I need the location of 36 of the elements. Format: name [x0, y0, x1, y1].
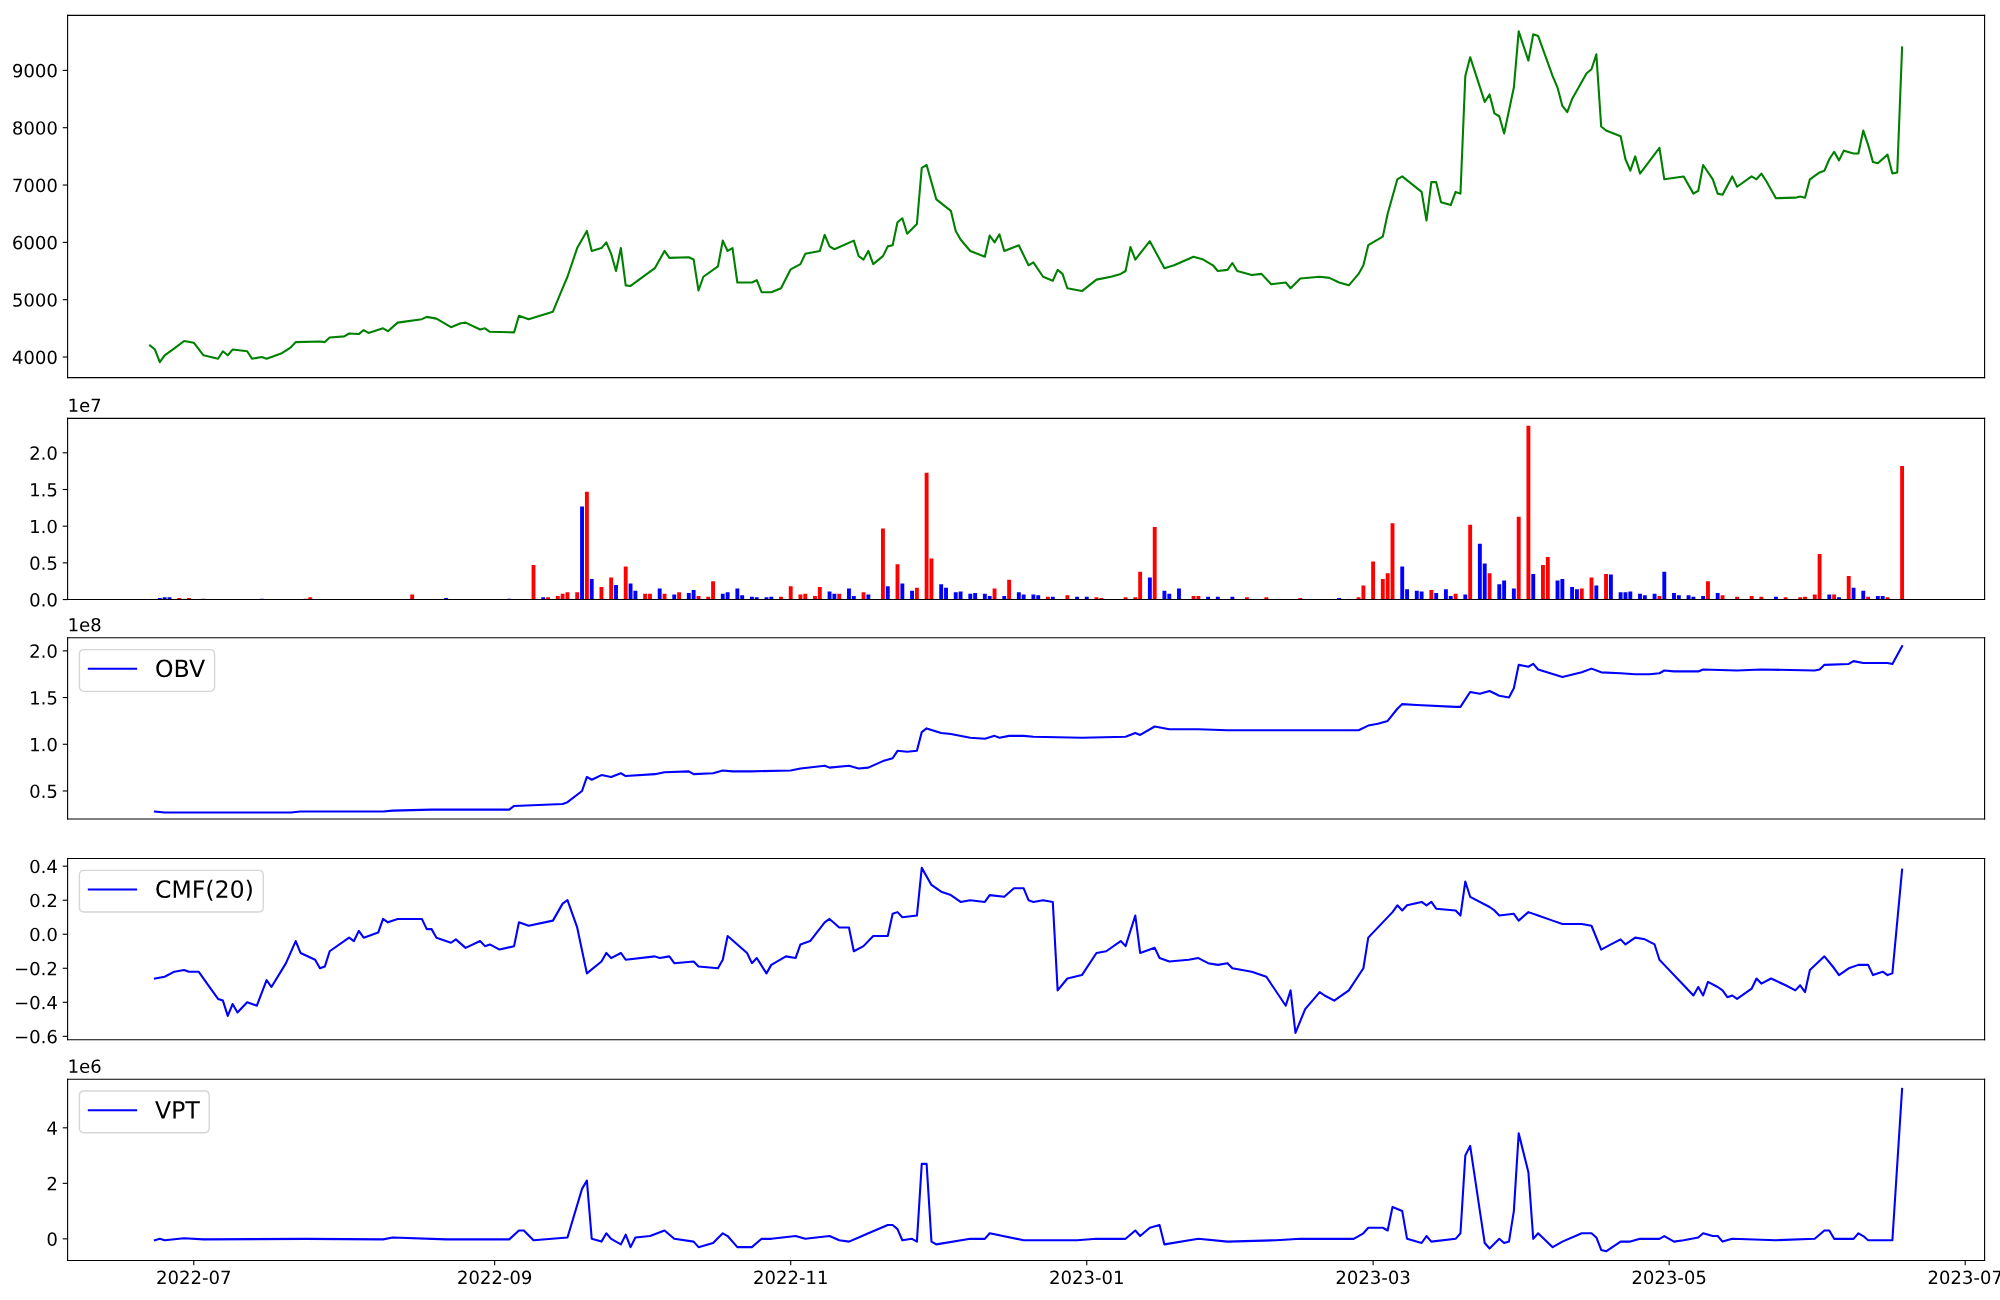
text: 1e8	[69, 617, 101, 632]
y-tick-label: 1.0	[31, 737, 57, 752]
x-tick-label: 2022-07	[157, 1270, 230, 1285]
y-tick-label: 5000	[13, 293, 57, 307]
x-tick-label: 2023-03	[1336, 1270, 1410, 1285]
y-tick-label: −0.2	[15, 961, 57, 976]
x-tick-label: 2022-11	[754, 1270, 827, 1285]
y-tick-label: 0.4	[30, 859, 57, 874]
y-tick-label: 0.0	[30, 593, 57, 607]
x-tick-label: 2022-09	[458, 1270, 532, 1285]
y-tick-label: 0.5	[30, 784, 57, 799]
y-tick-label: 1.5	[31, 483, 57, 497]
legend-label: VPT	[155, 1101, 200, 1119]
y-tick-label: 0.5	[30, 556, 57, 570]
y-tick-label: 2.0	[30, 644, 57, 658]
y-tick-label: 2.0	[30, 446, 57, 460]
x-tick-label: 2023-01	[1050, 1270, 1123, 1285]
y-tick-label: 4	[47, 1121, 57, 1135]
y-tick-label: 2	[47, 1176, 57, 1191]
y-tick-label: −0.6	[15, 1029, 57, 1044]
y-tick-label: 1.0	[31, 519, 57, 534]
y-tick-label: 9000	[13, 63, 57, 78]
y-tick-label: 8000	[13, 121, 57, 135]
y-tick-label: 6000	[13, 235, 57, 250]
y-tick-label: 7000	[13, 178, 57, 193]
text: 1e6	[69, 1059, 101, 1074]
y-tick-label: 0	[47, 1232, 57, 1246]
legend-label: OBV	[156, 659, 205, 678]
y-tick-label: 0.2	[30, 893, 57, 908]
y-tick-label: 4000	[12, 350, 57, 365]
y-tick-label: 0.0	[30, 927, 57, 942]
legend-label: CMF(20)	[156, 879, 252, 901]
text: 1e7	[69, 398, 101, 413]
y-tick-label: −0.4	[15, 995, 57, 1010]
y-tick-label: 1.5	[31, 691, 57, 705]
x-tick-label: 2023-05	[1632, 1270, 1706, 1285]
